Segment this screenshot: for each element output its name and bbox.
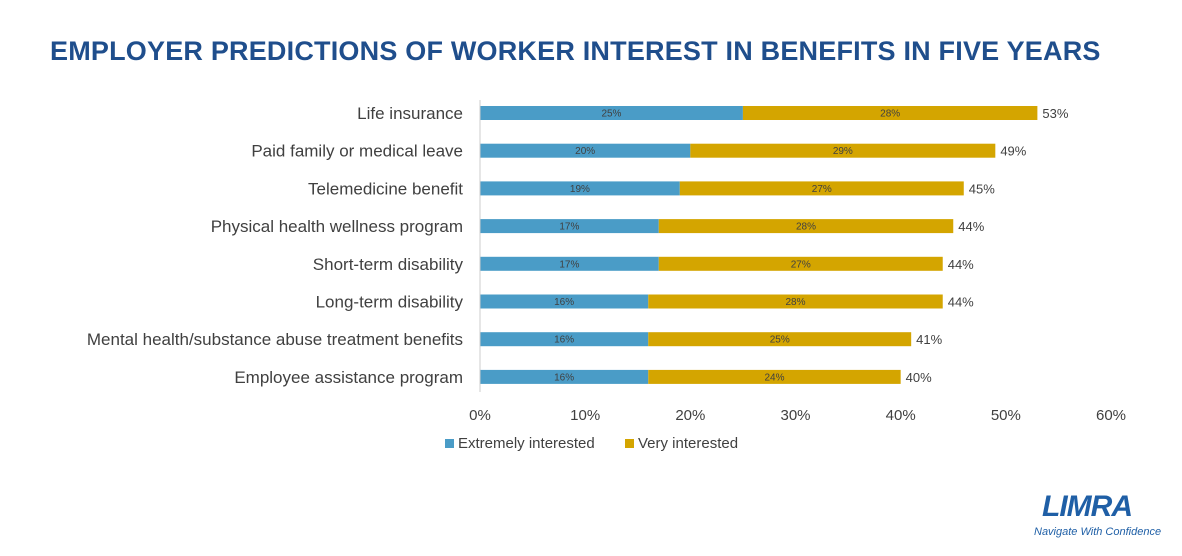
category-label: Short-term disability — [313, 255, 464, 274]
bar-data-label: 17% — [559, 259, 579, 270]
bar-data-label: 29% — [833, 146, 853, 157]
bar-very-interested — [658, 256, 943, 271]
total-label: 40% — [906, 370, 932, 385]
category-label: Telemedicine benefit — [308, 179, 463, 198]
bar-very-interested — [648, 332, 912, 347]
bar-data-label: 27% — [812, 184, 832, 195]
bar-data-label: 19% — [570, 184, 590, 195]
category-label: Employee assistance program — [234, 368, 463, 387]
bar-data-label: 28% — [785, 297, 805, 308]
category-label: Paid family or medical leave — [251, 142, 463, 161]
bar-very-interested — [658, 219, 954, 234]
x-tick-label: 0% — [469, 407, 491, 424]
bar-very-interested — [742, 106, 1038, 120]
bar-extremely-interested — [480, 369, 649, 384]
bar-data-label: 28% — [796, 222, 816, 233]
total-label: 44% — [948, 257, 974, 272]
bar-extremely-interested — [480, 106, 743, 120]
bar-extremely-interested — [480, 143, 691, 158]
bar-very-interested — [690, 143, 996, 158]
bar-very-interested — [648, 294, 943, 309]
bar-extremely-interested — [480, 332, 649, 347]
x-tick-label: 50% — [991, 407, 1021, 424]
total-label: 49% — [1000, 144, 1026, 159]
bar-extremely-interested — [480, 256, 659, 271]
bar-data-label: 27% — [791, 259, 811, 270]
logo-wordmark: LIMRA — [1042, 490, 1133, 523]
total-label: 53% — [1042, 106, 1068, 121]
bar-data-label: 16% — [554, 297, 574, 308]
x-tick-label: 40% — [886, 407, 916, 424]
logo-tagline: Navigate With Confidence — [1034, 526, 1162, 538]
bar-data-label: 16% — [554, 372, 574, 383]
bar-data-label: 24% — [764, 372, 784, 383]
legend-very-interested-label: Very interested — [638, 435, 738, 452]
x-tick-label: 20% — [675, 407, 705, 424]
x-tick-label: 60% — [1096, 407, 1126, 424]
bar-extremely-interested — [480, 294, 649, 309]
legend-extremely-interested-swatch — [445, 439, 454, 448]
total-label: 44% — [958, 219, 984, 234]
bar-very-interested — [648, 369, 901, 384]
bar-data-label: 16% — [554, 335, 574, 346]
category-label: Life insurance — [357, 104, 463, 123]
bar-extremely-interested — [480, 181, 680, 196]
bar-data-label: 20% — [575, 146, 595, 157]
total-label: 44% — [948, 295, 974, 310]
chart-title: EMPLOYER PREDICTIONS OF WORKER INTEREST … — [50, 36, 1101, 66]
limra-logo: LIMRA Navigate With Confidence — [1034, 490, 1174, 546]
legend-very-interested-swatch — [625, 439, 634, 448]
bar-data-label: 17% — [559, 222, 579, 233]
bar-very-interested — [679, 181, 964, 196]
bar-data-label: 25% — [770, 335, 790, 346]
total-label: 41% — [916, 332, 942, 347]
total-label: 45% — [969, 181, 995, 196]
category-label: Physical health wellness program — [211, 217, 463, 236]
bar-extremely-interested — [480, 219, 659, 234]
x-tick-label: 10% — [570, 407, 600, 424]
category-label: Mental health/substance abuse treatment … — [87, 330, 463, 349]
x-tick-label: 30% — [780, 407, 810, 424]
bar-data-label: 25% — [601, 109, 621, 120]
legend-extremely-interested-label: Extremely interested — [458, 435, 595, 452]
bar-data-label: 28% — [880, 109, 900, 120]
category-label: Long-term disability — [316, 293, 464, 312]
